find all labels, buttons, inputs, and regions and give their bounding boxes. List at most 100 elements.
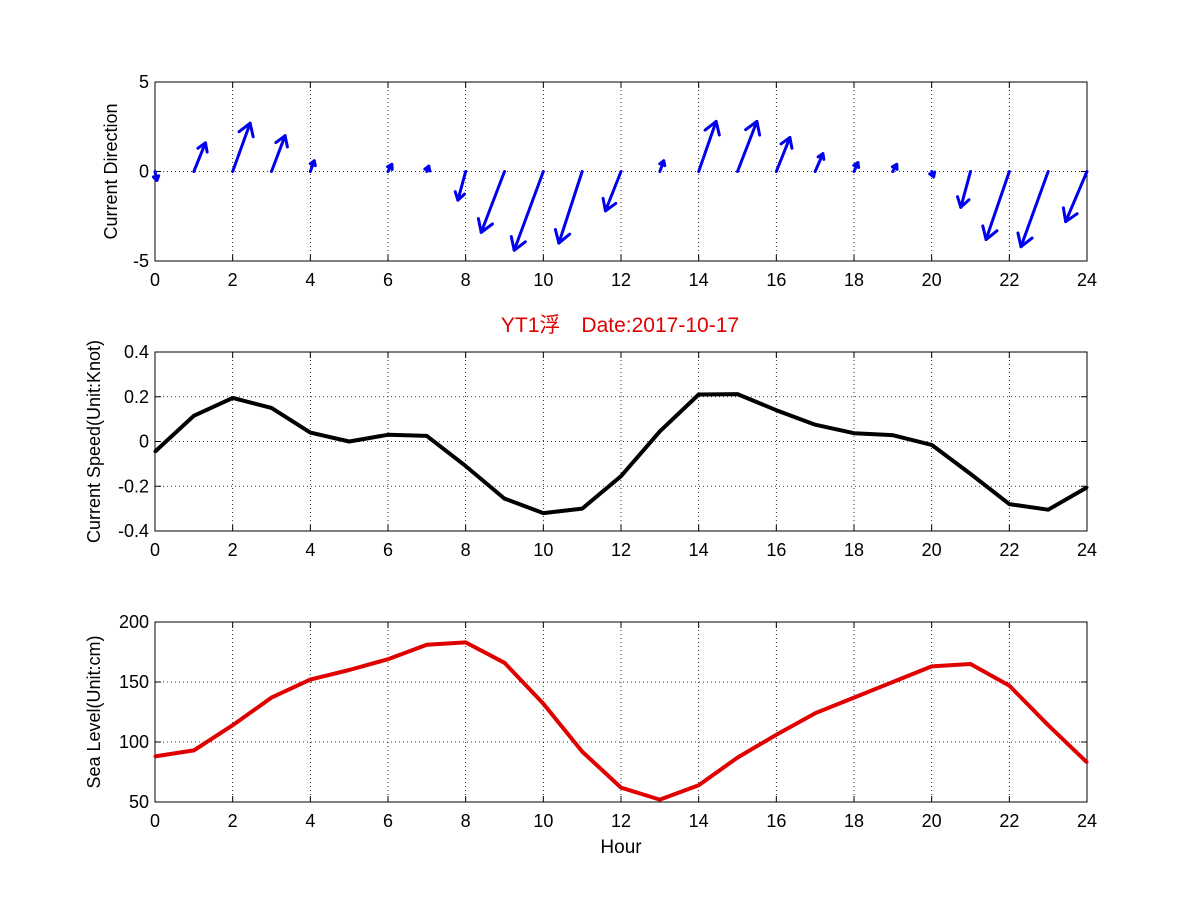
data-point (308, 678, 312, 682)
data-point (308, 431, 312, 435)
data-point (386, 433, 390, 437)
data-point (736, 756, 739, 760)
current-arrow (852, 161, 861, 173)
current-arrow (601, 170, 623, 213)
current-speed-ylabel: Current Speed(Unit:Knot) (84, 340, 104, 543)
data-point (464, 640, 468, 644)
current-arrow (231, 121, 255, 173)
x-tick-label: 14 (689, 811, 709, 831)
y-tick-label: 150 (119, 672, 149, 692)
x-tick-label: 16 (766, 540, 786, 560)
x-tick-label: 14 (689, 270, 709, 290)
sea-level-xlabel: Hour (600, 837, 642, 858)
current-arrow (453, 170, 468, 202)
data-point (1085, 485, 1089, 489)
y-tick-label: 50 (129, 792, 149, 812)
current-arrow (1061, 170, 1089, 224)
x-tick-label: 8 (461, 270, 471, 290)
current-speed-series (153, 392, 1089, 516)
current-direction-arrows (151, 119, 1089, 252)
x-tick-label: 2 (228, 270, 238, 290)
x-tick-label: 24 (1077, 811, 1097, 831)
data-point (969, 472, 972, 476)
data-point (658, 798, 662, 802)
y-tick-label: 0.2 (124, 387, 149, 407)
data-point (1007, 502, 1011, 506)
data-point (736, 392, 739, 396)
x-tick-label: 0 (150, 540, 160, 560)
data-point (192, 414, 196, 418)
y-tick-label: -5 (133, 251, 149, 271)
chart-title: YT1浮 Date:2017-10-17 (501, 314, 739, 337)
x-tick-label: 20 (922, 270, 942, 290)
x-tick-label: 8 (461, 811, 471, 831)
data-point (541, 511, 545, 515)
x-tick-label: 2 (228, 540, 238, 560)
current-arrow (697, 119, 721, 173)
x-tick-label: 22 (999, 270, 1019, 290)
data-point (347, 440, 351, 443)
current-speed-ticks: 0 2 4 6 8 10 12 14 16 18 20 22 24-0.4-0.200.20.4 (118, 342, 1097, 560)
data-point (347, 668, 351, 672)
data-point (813, 423, 817, 427)
x-tick-label: 12 (611, 270, 631, 290)
current-arrow (1016, 170, 1050, 249)
data-point (891, 680, 895, 684)
current-arrow (981, 170, 1011, 242)
current-arrow (192, 141, 209, 173)
data-point (231, 396, 235, 400)
y-tick-label: 0 (139, 432, 149, 452)
data-point (541, 702, 545, 706)
y-tick-label: 100 (119, 732, 149, 752)
current-arrow (509, 170, 545, 252)
x-tick-label: 22 (999, 811, 1019, 831)
x-tick-label: 0 (150, 270, 160, 290)
x-tick-label: 18 (844, 540, 864, 560)
y-tick-label: 0 (139, 162, 149, 182)
current-arrow (423, 164, 432, 173)
current-speed-panel: 0 2 4 6 8 10 12 14 16 18 20 22 24-0.4-0.200.20.4 Cur… (84, 340, 1097, 560)
data-point (503, 661, 506, 665)
data-point (1046, 508, 1050, 512)
current-arrow (736, 119, 762, 173)
current-arrow (386, 162, 394, 173)
data-point (852, 431, 856, 435)
current-arrow (476, 170, 506, 234)
current-direction-ylabel: Current Direction (101, 103, 121, 239)
current-arrow (774, 135, 794, 173)
data-point (891, 433, 895, 437)
x-tick-label: 8 (461, 540, 471, 560)
x-tick-label: 6 (383, 270, 393, 290)
current-arrow (270, 134, 289, 173)
current-arrow (928, 170, 937, 179)
data-point (503, 497, 506, 501)
current-arrow (813, 152, 826, 173)
y-tick-label: 5 (139, 72, 149, 92)
data-point (580, 507, 584, 511)
data-point (1085, 760, 1089, 764)
x-tick-label: 4 (305, 540, 315, 560)
x-tick-label: 16 (766, 811, 786, 831)
x-tick-label: 12 (611, 811, 631, 831)
x-tick-label: 4 (305, 811, 315, 831)
data-point (774, 733, 778, 737)
data-point (774, 408, 778, 412)
current-speed-grid (155, 352, 1087, 531)
y-tick-label: -0.4 (118, 521, 149, 541)
data-point (425, 643, 429, 647)
x-tick-label: 10 (533, 540, 553, 560)
data-point (619, 474, 623, 478)
data-point (580, 750, 584, 754)
data-point (852, 696, 856, 700)
x-tick-label: 16 (766, 270, 786, 290)
x-tick-label: 2 (228, 811, 238, 831)
data-point (1007, 684, 1011, 688)
x-tick-label: 12 (611, 540, 631, 560)
current-arrow (308, 159, 317, 173)
data-point (697, 393, 701, 397)
x-tick-label: 14 (689, 540, 709, 560)
current-arrow (553, 170, 584, 245)
y-tick-label: 200 (119, 612, 149, 632)
x-tick-label: 4 (305, 270, 315, 290)
